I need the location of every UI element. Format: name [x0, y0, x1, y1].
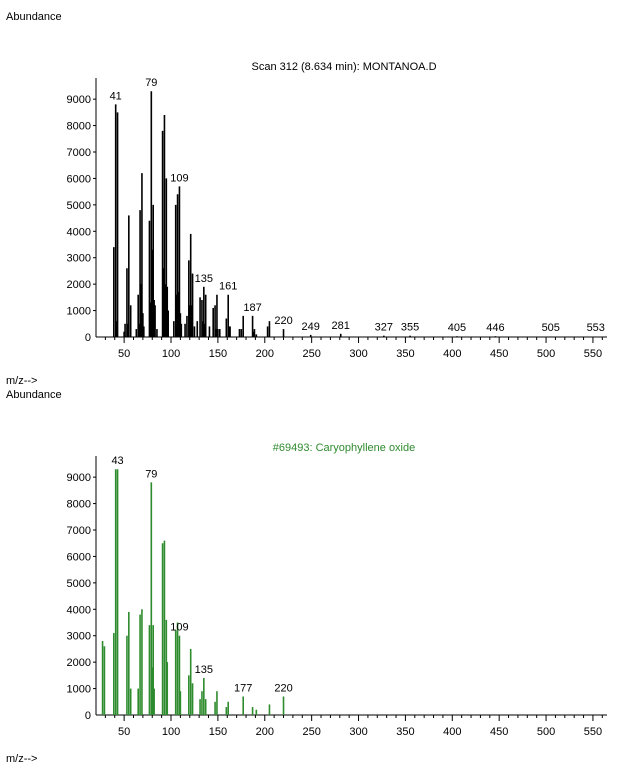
panel2-peak-label: 177: [234, 683, 252, 695]
panel2-x-tick-label: 100: [162, 726, 180, 738]
panel2-x-tick-label: 450: [490, 726, 508, 738]
panel1-peak-label: 281: [332, 320, 350, 332]
panel1-y-tick-label: 1000: [67, 306, 91, 318]
panel1-peak-label: 446: [486, 322, 504, 334]
panel2-x-tick-label: 500: [537, 726, 555, 738]
panel1-y-tick-label: 3000: [67, 253, 91, 265]
panel1-xlabel: m/z-->: [6, 375, 37, 387]
panel1-x-tick-label: 250: [302, 348, 320, 360]
panel2-peak-label: 109: [170, 622, 188, 634]
panel1-peak-label: 187: [243, 302, 261, 314]
panel2-y-tick-label: 3000: [67, 631, 91, 643]
panel2-x-tick-label: 50: [118, 726, 130, 738]
panel2-y-tick-label: 5000: [67, 578, 91, 590]
panel1-y-tick-label: 8000: [67, 121, 91, 133]
panel1-x-tick-label: 300: [349, 348, 367, 360]
panel1-x-tick-label: 150: [209, 348, 227, 360]
panel2-title: #69493: Caryophyllene oxide: [273, 442, 416, 454]
panel1-peak-label: 109: [170, 172, 188, 184]
panel1-peak-label: 220: [274, 315, 292, 327]
panel1-plot: 1000 2000 3000 4000 5000 6000 7000 8000 9000 0 50 1…: [67, 77, 607, 360]
panel1-y-tick-label: 4000: [67, 226, 91, 238]
panel1-ylabel: Abundance: [6, 11, 62, 23]
panel1-y-tick-label: 6000: [67, 173, 91, 185]
panel1-x-tick-label: 550: [584, 348, 602, 360]
panel1-y-tick-label: 0: [85, 332, 91, 344]
panel2-peak-label: 220: [274, 683, 292, 695]
panel1-peak-label: 249: [302, 321, 320, 333]
panel1-peak-label: 161: [219, 281, 237, 293]
panel1-y-tick-label: 7000: [67, 147, 91, 159]
panel2-x-tick-label: 550: [584, 726, 602, 738]
panel1-peak-label: 79: [145, 77, 157, 89]
panel1-peak-label: 135: [195, 273, 213, 285]
panel2-y-tick-label: 2000: [67, 657, 91, 669]
panel1-title: Scan 312 (8.634 min): MONTANOA.D: [251, 61, 436, 73]
panel2-y-tick-label: 4000: [67, 604, 91, 616]
panel1-x-tick-label: 350: [396, 348, 414, 360]
panel2-y-tick-label: 0: [85, 710, 91, 722]
panel2-xlabel: m/z-->: [6, 753, 37, 765]
panel2-x-tick-label: 400: [443, 726, 461, 738]
panel1-peak-label: 405: [448, 322, 466, 334]
panel1-x-tick-label: 450: [490, 348, 508, 360]
panel2-plot: 1000 2000 3000 4000 5000 6000 7000 8000 9000 0 50 1…: [67, 455, 607, 738]
panel2-x-tick-label: 150: [209, 726, 227, 738]
panel1-y-tick-label: 2000: [67, 279, 91, 291]
panel2-y-tick-label: 1000: [67, 684, 91, 696]
panel1-peak-label: 505: [542, 322, 560, 334]
panel2-y-tick-label: 6000: [67, 551, 91, 563]
panel2-x-tick-label: 250: [302, 726, 320, 738]
panel2-y-tick-label: 8000: [67, 499, 91, 511]
panel2-x-tick-label: 300: [349, 726, 367, 738]
panel2-x-tick-label: 200: [256, 726, 274, 738]
panel1-peak-label: 327: [375, 322, 393, 334]
panel2-x-tick-label: 350: [396, 726, 414, 738]
panel2-y-tick-label: 7000: [67, 525, 91, 537]
panel1-x-tick-label: 200: [256, 348, 274, 360]
panel1-peak-label: 553: [587, 322, 605, 334]
panel1-peak-label: 355: [401, 322, 419, 334]
panel1-x-tick-label: 400: [443, 348, 461, 360]
panel2-y-tick-label: 9000: [67, 472, 91, 484]
panel1-y-tick-label: 5000: [67, 200, 91, 212]
panel1-x-tick-label: 100: [162, 348, 180, 360]
panel2-peak-label: 79: [145, 468, 157, 480]
panel2-ylabel: Abundance: [6, 389, 62, 401]
panel1-x-tick-label: 50: [118, 348, 130, 360]
panel1-peak-label: 41: [110, 90, 122, 102]
panel2-peak-label: 43: [111, 455, 123, 467]
panel1-x-tick-label: 500: [537, 348, 555, 360]
panel1-y-tick-label: 9000: [67, 94, 91, 106]
panel2-peak-label: 135: [195, 664, 213, 676]
